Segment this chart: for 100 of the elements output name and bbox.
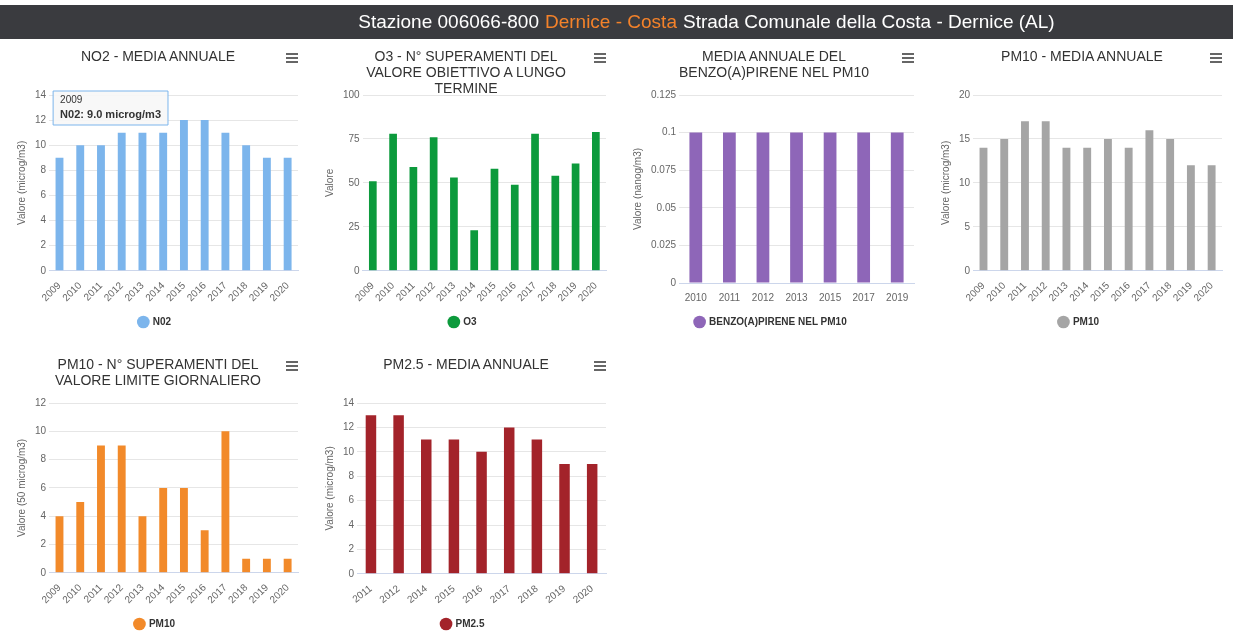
y-tick-label: 2 (40, 538, 47, 550)
y-tick-label: 12 (35, 396, 47, 408)
bar (429, 137, 438, 271)
annotation: 2009 N02: 9.0 microg/m3 (60, 93, 161, 120)
chart-title: NO2 - MEDIA ANNUALE (79, 48, 236, 64)
bar (159, 487, 168, 573)
bar (1103, 138, 1112, 271)
y-tick-label: 2 (40, 239, 47, 251)
y-tick-label: 10 (959, 176, 971, 188)
bar (179, 487, 188, 573)
y-tick-label: 0 (348, 567, 355, 579)
bar (421, 439, 432, 574)
x-tick-label: 2012 (751, 291, 775, 303)
y-axis-title: Valore (microg/m3) (939, 140, 951, 226)
y-tick-label: 4 (348, 518, 355, 530)
bar (76, 145, 85, 271)
x-tick-label: 2010 (684, 291, 708, 303)
y-tick-label: 12 (35, 113, 47, 125)
y-tick-label: 6 (348, 494, 355, 506)
bar (1041, 121, 1050, 271)
y-tick-label: 0.025 (650, 239, 677, 251)
y-tick-label: 0 (40, 566, 47, 578)
bar (1207, 165, 1216, 271)
bar (200, 120, 209, 271)
bar (283, 558, 292, 573)
bar (262, 558, 271, 573)
chart-title: PM10 - N° SUPERAMENTI DEL VALORE LIMITE GIORNALIERO (54, 356, 262, 388)
bar (1145, 130, 1154, 271)
bar (221, 132, 230, 271)
bar (503, 427, 515, 574)
bar (531, 133, 539, 271)
y-tick-label: 75 (348, 132, 361, 144)
bar (117, 132, 126, 271)
bar (450, 177, 458, 271)
bar (531, 439, 543, 574)
y-tick-label: 50 (348, 176, 361, 188)
y-tick-label: 2 (348, 543, 355, 555)
bar (448, 439, 460, 574)
legend-label: O3 (463, 315, 478, 327)
bar (490, 168, 499, 271)
bar (389, 133, 397, 271)
y-tick-label: 15 (959, 132, 971, 144)
y-tick-label: 8 (40, 453, 47, 465)
y-tick-label: 6 (40, 481, 47, 493)
y-tick-label: 0 (354, 264, 361, 276)
bar (1186, 165, 1195, 271)
y-tick-label: 8 (348, 469, 355, 481)
y-tick-label: 0.125 (650, 88, 677, 100)
bar (200, 530, 209, 573)
bar (476, 451, 487, 574)
y-tick-label: 10 (35, 138, 47, 150)
bar (1124, 147, 1133, 271)
chart-title: O3 - N° SUPERAMENTI DEL VALORE OBIETTIVO A LUNGO TERMINE (366, 48, 566, 96)
y-axis-title: Valore (microg/m3) (15, 140, 27, 226)
bar (586, 464, 598, 574)
x-tick-label: 2011 (350, 582, 375, 605)
x-tick-label: 2011 (718, 291, 741, 303)
chart-title: MEDIA ANNUALE DEL BENZO(A)PIRENE NEL PM10 (677, 48, 871, 80)
y-tick-label: 14 (343, 396, 355, 408)
y-tick-label: 5 (964, 220, 971, 232)
y-tick-label: 10 (343, 445, 355, 457)
y-tick-label: 14 (35, 88, 47, 100)
y-tick-label: 0.1 (662, 126, 677, 138)
y-tick-label: 0 (670, 276, 677, 288)
bar (470, 230, 479, 271)
y-tick-label: 10 (35, 425, 47, 437)
bar (571, 163, 580, 271)
y-tick-label: 0 (964, 264, 971, 276)
bar (242, 558, 251, 573)
bar (117, 445, 126, 573)
y-tick-label: 4 (40, 214, 47, 226)
x-tick-label: 2015 (818, 291, 842, 303)
text: Strada Comunale della Costa - Dernice (AL) (682, 11, 1055, 33)
bar (1166, 138, 1175, 271)
y-axis-title: Valore (nanog/m3) (631, 147, 643, 231)
bar (409, 167, 418, 271)
legend-label: PM2.5 (455, 617, 485, 629)
bar (365, 415, 377, 574)
y-tick-label: 0.075 (650, 163, 677, 175)
bar (221, 431, 230, 573)
bar (368, 181, 377, 271)
bar (159, 132, 168, 271)
bar (97, 145, 105, 271)
x-tick-label: 2017 (852, 291, 876, 303)
chart-title: PM2.5 - MEDIA ANNUALE (382, 356, 550, 372)
bar (592, 131, 600, 271)
x-tick-label: 2013 (785, 291, 809, 303)
x-tick-label: 2019 (886, 291, 909, 303)
bar (559, 464, 570, 574)
y-axis-title: Valore (50 microg/m3) (15, 438, 27, 537)
legend-label: PM10 (1072, 315, 1100, 327)
y-tick-label: 8 (40, 164, 47, 176)
y-tick-label: 4 (40, 509, 47, 521)
bar (1021, 121, 1029, 271)
bar (97, 445, 105, 573)
bar (283, 157, 292, 271)
bar (179, 120, 188, 271)
bar (510, 184, 519, 271)
bar (76, 502, 85, 573)
bar (1083, 147, 1092, 271)
